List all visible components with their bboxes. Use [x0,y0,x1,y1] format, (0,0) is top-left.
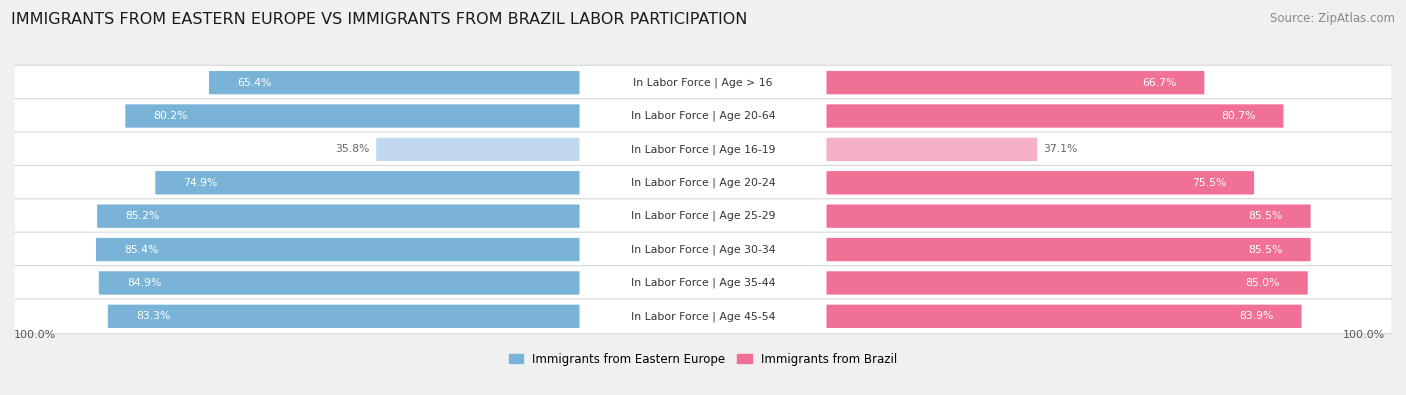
Text: 37.1%: 37.1% [1043,145,1078,154]
Text: In Labor Force | Age 45-54: In Labor Force | Age 45-54 [631,311,775,322]
Text: IMMIGRANTS FROM EASTERN EUROPE VS IMMIGRANTS FROM BRAZIL LABOR PARTICIPATION: IMMIGRANTS FROM EASTERN EUROPE VS IMMIGR… [11,12,748,27]
Text: 84.9%: 84.9% [127,278,162,288]
FancyBboxPatch shape [98,271,579,295]
FancyBboxPatch shape [14,166,1392,200]
Legend: Immigrants from Eastern Europe, Immigrants from Brazil: Immigrants from Eastern Europe, Immigran… [505,348,901,370]
Text: 83.3%: 83.3% [136,311,170,321]
Text: In Labor Force | Age 35-44: In Labor Force | Age 35-44 [631,278,775,288]
Text: 75.5%: 75.5% [1192,178,1226,188]
FancyBboxPatch shape [125,104,579,128]
FancyBboxPatch shape [108,305,579,328]
Text: In Labor Force | Age 30-34: In Labor Force | Age 30-34 [631,244,775,255]
FancyBboxPatch shape [14,99,1392,134]
Text: 85.4%: 85.4% [124,245,159,254]
FancyBboxPatch shape [14,265,1392,300]
Text: In Labor Force | Age > 16: In Labor Force | Age > 16 [633,77,773,88]
FancyBboxPatch shape [14,132,1392,167]
Text: 80.2%: 80.2% [153,111,188,121]
FancyBboxPatch shape [827,104,1284,128]
Text: 74.9%: 74.9% [183,178,218,188]
FancyBboxPatch shape [14,199,1392,233]
Text: In Labor Force | Age 16-19: In Labor Force | Age 16-19 [631,144,775,155]
Text: 85.5%: 85.5% [1249,245,1282,254]
Text: 85.5%: 85.5% [1249,211,1282,221]
Text: 85.0%: 85.0% [1246,278,1279,288]
Text: 65.4%: 65.4% [238,78,271,88]
FancyBboxPatch shape [827,205,1310,228]
Text: Source: ZipAtlas.com: Source: ZipAtlas.com [1270,12,1395,25]
FancyBboxPatch shape [96,238,579,261]
Text: 35.8%: 35.8% [336,145,370,154]
Text: In Labor Force | Age 25-29: In Labor Force | Age 25-29 [631,211,775,222]
FancyBboxPatch shape [827,305,1302,328]
FancyBboxPatch shape [827,238,1310,261]
Text: 85.2%: 85.2% [125,211,160,221]
FancyBboxPatch shape [827,271,1308,295]
Text: 100.0%: 100.0% [14,330,56,340]
Text: 80.7%: 80.7% [1220,111,1256,121]
FancyBboxPatch shape [827,138,1038,161]
FancyBboxPatch shape [155,171,579,194]
Text: In Labor Force | Age 20-64: In Labor Force | Age 20-64 [631,111,775,121]
FancyBboxPatch shape [827,71,1205,94]
Text: 66.7%: 66.7% [1142,78,1177,88]
Text: 83.9%: 83.9% [1239,311,1274,321]
Text: 100.0%: 100.0% [1343,330,1385,340]
FancyBboxPatch shape [377,138,579,161]
FancyBboxPatch shape [14,299,1392,334]
FancyBboxPatch shape [14,232,1392,267]
Text: In Labor Force | Age 20-24: In Labor Force | Age 20-24 [631,177,775,188]
FancyBboxPatch shape [827,171,1254,194]
FancyBboxPatch shape [14,65,1392,100]
FancyBboxPatch shape [97,205,579,228]
FancyBboxPatch shape [209,71,579,94]
